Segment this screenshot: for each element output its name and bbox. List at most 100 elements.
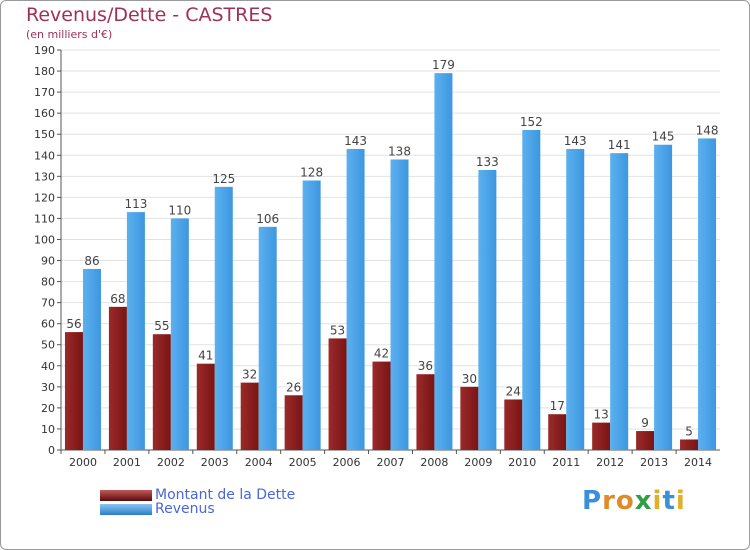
y-tick-label: 160	[34, 107, 55, 120]
x-tick-label: 2003	[201, 456, 229, 469]
data-label-dette: 13	[594, 408, 609, 422]
y-tick-label: 70	[41, 297, 55, 310]
legend-swatch-dette	[100, 490, 152, 501]
x-tick-label: 2009	[464, 456, 492, 469]
data-label-dette: 41	[198, 349, 213, 363]
bar-dette	[416, 374, 435, 450]
data-label-dette: 17	[550, 399, 565, 413]
y-tick-label: 150	[34, 128, 55, 141]
bar-revenus	[434, 73, 453, 450]
data-label-revenus: 179	[432, 58, 455, 72]
bar-revenus	[654, 144, 673, 450]
data-label-revenus: 133	[476, 155, 499, 169]
bar-revenus	[698, 138, 717, 450]
logo-letter: P	[582, 486, 603, 516]
x-tick-label: 2013	[640, 456, 668, 469]
data-label-dette: 56	[66, 317, 81, 331]
data-label-revenus: 106	[256, 212, 279, 226]
y-tick-label: 0	[48, 444, 55, 457]
x-tick-label: 2011	[552, 456, 580, 469]
bar-revenus	[82, 268, 101, 450]
y-tick-label: 50	[41, 339, 55, 352]
x-tick-label: 2007	[377, 456, 405, 469]
legend-swatch-revenus	[100, 504, 152, 515]
x-tick-label: 2008	[420, 456, 448, 469]
data-label-dette: 26	[286, 380, 301, 394]
chart-subtitle: (en milliers d'€)	[26, 28, 113, 41]
data-label-dette: 55	[154, 319, 169, 333]
bar-dette	[64, 332, 83, 450]
y-tick-label: 20	[41, 402, 55, 415]
chart-title: Revenus/Dette - CASTRES	[26, 4, 273, 26]
legend-label-revenus: Revenus	[155, 501, 215, 517]
y-tick-label: 30	[41, 381, 55, 394]
bar-dette	[636, 431, 655, 450]
data-label-dette: 5	[685, 424, 693, 438]
bar-dette	[328, 338, 347, 450]
bar-dette	[372, 361, 391, 450]
y-tick-label: 170	[34, 86, 55, 99]
bar-dette	[240, 382, 259, 450]
logo-letter: t	[662, 486, 676, 516]
bar-dette	[284, 395, 303, 450]
bar-dette	[592, 422, 611, 450]
data-label-dette: 9	[641, 416, 649, 430]
y-tick-label: 180	[34, 65, 55, 78]
data-label-revenus: 86	[84, 254, 99, 268]
logo-letter: o	[615, 486, 635, 516]
bar-revenus	[610, 153, 629, 450]
data-label-revenus: 113	[124, 197, 147, 211]
legend-label-dette: Montant de la Dette	[155, 487, 296, 503]
y-tick-label: 10	[41, 423, 55, 436]
x-tick-label: 2012	[596, 456, 624, 469]
data-label-dette: 24	[506, 384, 521, 398]
bar-dette	[460, 386, 479, 450]
data-label-dette: 30	[462, 372, 477, 386]
bar-revenus	[390, 159, 409, 450]
data-label-revenus: 145	[652, 130, 675, 144]
x-tick-label: 2014	[684, 456, 712, 469]
data-label-revenus: 143	[564, 134, 587, 148]
bar-revenus	[302, 180, 321, 451]
data-label-revenus: 143	[344, 134, 367, 148]
y-tick-label: 110	[34, 212, 55, 225]
x-tick-label: 2010	[508, 456, 536, 469]
x-tick-label: 2002	[157, 456, 185, 469]
bar-revenus	[258, 226, 277, 450]
data-label-revenus: 141	[608, 138, 631, 152]
data-label-revenus: 125	[212, 172, 235, 186]
x-tick-label: 2006	[333, 456, 361, 469]
y-tick-label: 100	[34, 233, 55, 246]
y-tick-label: 140	[34, 149, 55, 162]
bar-dette	[108, 306, 127, 450]
data-label-dette: 36	[418, 359, 433, 373]
y-tick-label: 190	[34, 44, 55, 57]
bar-dette	[196, 363, 215, 450]
bar-revenus	[346, 148, 365, 450]
data-label-revenus: 128	[300, 166, 323, 180]
logo-letter: r	[602, 486, 616, 516]
bar-dette	[152, 334, 171, 450]
data-label-dette: 42	[374, 347, 389, 361]
data-label-dette: 68	[110, 292, 125, 306]
bar-revenus	[522, 130, 541, 450]
data-label-revenus: 110	[168, 203, 191, 217]
proxiti-logo: Proxiti	[582, 486, 686, 516]
bar-dette	[504, 399, 523, 450]
y-tick-label: 80	[41, 276, 55, 289]
logo-letter: i	[675, 486, 686, 516]
data-label-dette: 53	[330, 323, 345, 337]
bar-dette	[680, 439, 699, 450]
y-tick-label: 40	[41, 360, 55, 373]
logo-letter: i	[652, 486, 663, 516]
logo-letter: x	[634, 486, 653, 516]
bar-revenus	[566, 148, 585, 450]
bar-revenus	[214, 186, 233, 450]
bar-revenus	[126, 212, 145, 450]
x-tick-label: 2005	[289, 456, 317, 469]
data-label-revenus: 148	[696, 123, 719, 137]
bar-dette	[548, 414, 567, 450]
data-label-revenus: 138	[388, 144, 411, 158]
bar-revenus	[170, 218, 189, 450]
